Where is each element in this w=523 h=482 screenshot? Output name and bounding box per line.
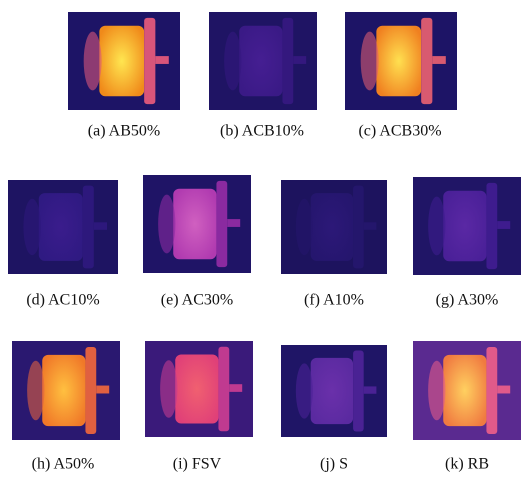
motor-rear [224, 32, 241, 91]
motor-rear [428, 361, 445, 420]
motor-shaft [96, 386, 109, 394]
motor-rear [296, 363, 313, 418]
thermal-image [68, 12, 180, 110]
motor-flange [486, 347, 497, 434]
thermal-image [345, 12, 457, 110]
motor-shaft [293, 56, 306, 64]
caption: (d) AC10% [26, 292, 99, 309]
caption: (i) FSV [173, 456, 222, 473]
motor-rear [84, 32, 102, 91]
thermal-image [8, 180, 118, 274]
caption: (e) AC30% [161, 292, 233, 309]
motor-rear [23, 199, 41, 255]
thermal-image [143, 175, 251, 273]
motor-body [39, 193, 83, 261]
motor-flange [353, 351, 364, 432]
thermal-image [281, 180, 387, 274]
motor-flange [144, 18, 155, 104]
figure: (a) AB50% (b) ACB10% (c) ACB30% (d) AC10% (e… [0, 0, 523, 477]
motor-flange [85, 347, 96, 434]
motor-flange [83, 186, 94, 269]
motor-body [239, 26, 282, 97]
motor-body [42, 355, 85, 426]
thermal-image [281, 345, 387, 437]
motor-body [376, 26, 421, 97]
thermal-image [413, 341, 521, 440]
motor-shaft [364, 222, 377, 230]
motor-body [99, 26, 144, 97]
motor-shaft [364, 386, 377, 393]
motor-rear [27, 361, 44, 420]
caption: (a) AB50% [88, 123, 160, 140]
motor-flange [486, 183, 497, 269]
motor-body [311, 358, 353, 424]
thermal-image [12, 341, 120, 440]
motor-rear [361, 32, 379, 91]
caption: (k) RB [445, 456, 489, 473]
thermal-image [145, 341, 253, 437]
motor-body [443, 355, 486, 426]
motor-rear [296, 199, 313, 255]
caption: (h) A50% [32, 456, 95, 473]
motor-shaft [94, 222, 107, 230]
motor-shaft [155, 56, 168, 64]
motor-shaft [227, 219, 240, 227]
motor-rear [428, 197, 445, 256]
motor-body [443, 191, 486, 262]
caption: (b) ACB10% [220, 123, 304, 140]
motor-body [311, 193, 353, 261]
motor-body [175, 354, 218, 423]
motor-shaft [432, 56, 445, 64]
motor-shaft [497, 221, 510, 229]
thermal-image [209, 12, 317, 110]
motor-body [173, 189, 216, 260]
motor-flange [353, 186, 364, 269]
caption: (g) A30% [436, 292, 499, 309]
motor-rear [160, 360, 177, 418]
caption: (f) A10% [304, 292, 364, 309]
motor-flange [218, 347, 229, 431]
motor-shaft [497, 386, 510, 394]
motor-flange [216, 181, 227, 267]
thermal-image [413, 177, 521, 275]
motor-rear [158, 195, 175, 254]
caption: (c) ACB30% [358, 123, 441, 140]
motor-shaft [229, 384, 242, 392]
motor-flange [421, 18, 432, 104]
caption: (j) S [320, 456, 348, 473]
motor-flange [282, 18, 293, 104]
